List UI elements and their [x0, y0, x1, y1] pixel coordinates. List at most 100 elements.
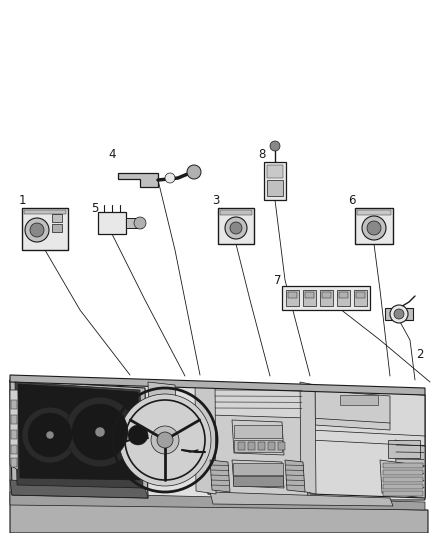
- Text: 3: 3: [212, 193, 220, 206]
- Bar: [356, 292, 365, 298]
- Polygon shape: [10, 380, 148, 498]
- Bar: [11, 415, 17, 424]
- Polygon shape: [315, 390, 390, 430]
- Circle shape: [28, 413, 72, 457]
- Polygon shape: [232, 460, 284, 488]
- Text: 6: 6: [348, 193, 356, 206]
- Bar: [339, 292, 348, 298]
- Polygon shape: [285, 460, 305, 492]
- Text: 8: 8: [258, 148, 266, 160]
- Text: 4: 4: [108, 149, 116, 161]
- Polygon shape: [308, 388, 425, 498]
- Polygon shape: [10, 390, 18, 470]
- Bar: [278, 442, 285, 450]
- Bar: [267, 165, 283, 178]
- Circle shape: [72, 404, 128, 460]
- Bar: [233, 476, 283, 486]
- Bar: [383, 477, 423, 482]
- Circle shape: [151, 426, 179, 454]
- Bar: [303, 290, 316, 306]
- Circle shape: [25, 218, 49, 242]
- Circle shape: [225, 217, 247, 239]
- Bar: [220, 210, 252, 215]
- Bar: [286, 290, 299, 306]
- Bar: [52, 224, 62, 232]
- Circle shape: [128, 425, 148, 445]
- Bar: [388, 440, 420, 458]
- Bar: [383, 470, 423, 475]
- Bar: [218, 208, 254, 244]
- Circle shape: [165, 173, 175, 183]
- Bar: [340, 395, 378, 405]
- Circle shape: [187, 165, 201, 179]
- Polygon shape: [300, 382, 316, 494]
- Bar: [234, 440, 282, 452]
- Circle shape: [367, 221, 381, 235]
- Bar: [11, 445, 17, 454]
- Polygon shape: [210, 382, 306, 418]
- Bar: [126, 218, 142, 228]
- Bar: [354, 290, 367, 306]
- Bar: [337, 290, 350, 306]
- Polygon shape: [385, 308, 413, 320]
- Bar: [98, 212, 126, 234]
- Polygon shape: [210, 492, 393, 506]
- Bar: [248, 442, 255, 450]
- Circle shape: [134, 217, 146, 229]
- Polygon shape: [380, 460, 425, 498]
- Polygon shape: [210, 460, 230, 492]
- Bar: [264, 162, 286, 200]
- Polygon shape: [205, 382, 308, 498]
- Bar: [320, 290, 333, 306]
- Bar: [355, 208, 393, 244]
- Bar: [52, 214, 62, 222]
- Circle shape: [22, 407, 78, 463]
- Circle shape: [270, 141, 280, 151]
- Circle shape: [46, 431, 54, 439]
- Bar: [383, 491, 423, 496]
- Bar: [24, 210, 66, 214]
- Bar: [267, 180, 283, 196]
- Text: 1: 1: [18, 193, 26, 206]
- Bar: [233, 463, 283, 475]
- Polygon shape: [18, 384, 140, 480]
- Bar: [383, 484, 423, 489]
- Circle shape: [394, 309, 404, 319]
- Bar: [11, 400, 17, 409]
- Polygon shape: [118, 173, 158, 187]
- Bar: [238, 442, 245, 450]
- Text: 7: 7: [274, 273, 282, 287]
- Bar: [282, 286, 370, 310]
- Polygon shape: [232, 420, 284, 455]
- Circle shape: [119, 394, 211, 486]
- Circle shape: [124, 421, 152, 449]
- Bar: [22, 208, 68, 250]
- Circle shape: [390, 305, 408, 323]
- Bar: [268, 442, 275, 450]
- Bar: [322, 292, 331, 298]
- Circle shape: [157, 432, 173, 448]
- Text: 2: 2: [416, 348, 424, 360]
- Polygon shape: [10, 480, 148, 498]
- Circle shape: [95, 427, 105, 437]
- Polygon shape: [10, 380, 425, 500]
- Polygon shape: [10, 500, 428, 533]
- Bar: [258, 442, 265, 450]
- Bar: [305, 292, 314, 298]
- Polygon shape: [148, 382, 178, 440]
- Circle shape: [65, 397, 135, 467]
- Bar: [11, 430, 17, 439]
- Bar: [11, 458, 17, 467]
- Polygon shape: [10, 375, 425, 395]
- Bar: [357, 210, 391, 215]
- Text: 5: 5: [91, 201, 99, 214]
- Circle shape: [30, 223, 44, 237]
- Circle shape: [230, 222, 242, 234]
- Polygon shape: [150, 436, 182, 480]
- Polygon shape: [10, 492, 425, 510]
- Bar: [383, 463, 423, 468]
- Circle shape: [362, 216, 386, 240]
- Polygon shape: [195, 382, 216, 494]
- Polygon shape: [15, 382, 143, 488]
- Bar: [288, 292, 297, 298]
